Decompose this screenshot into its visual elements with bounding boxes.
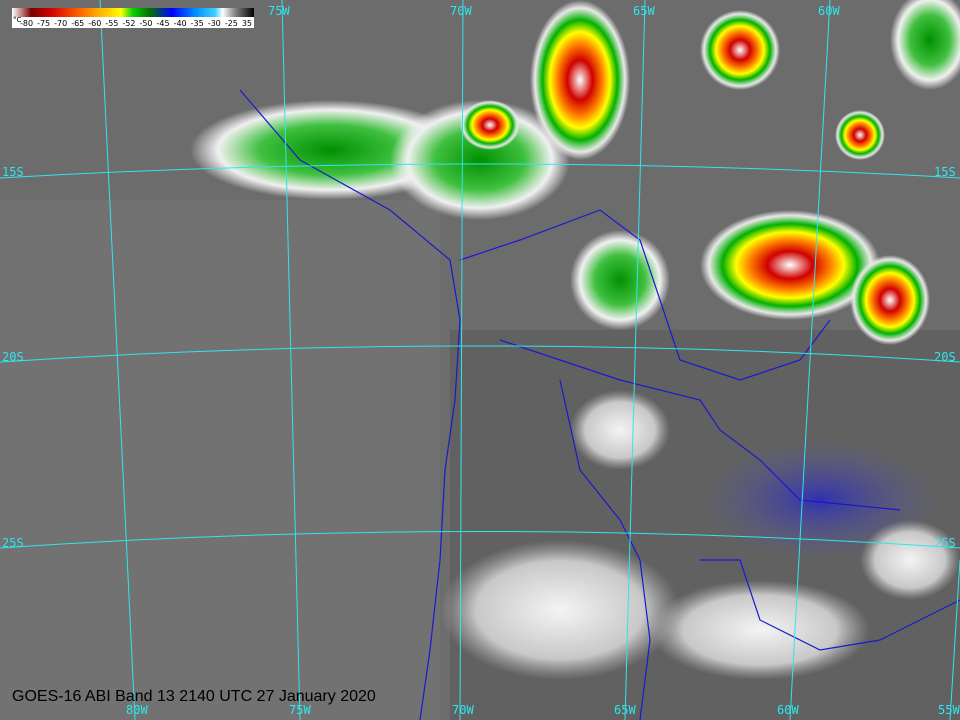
top-label-75w: 75W [268,4,290,18]
grid-labels: 75W 70W 65W 60W 80W 75W 70W 65W 60W 55W … [2,4,960,717]
colorbar-tick: 35 [241,19,252,28]
bottom-label-75w: 75W [289,703,311,717]
colorbar-tick: -70 [54,19,68,28]
left-label-15s: 15S [2,165,24,179]
colorbar-tick: -30 [207,19,221,28]
top-label-65w: 65W [633,4,655,18]
left-label-25s: 25S [2,536,24,550]
colorbar-tick: -80 [20,19,34,28]
colorbar-tick: -60 [88,19,102,28]
left-label-20s: 20S [2,350,24,364]
colorbar-gradient [12,8,254,17]
colorbar-tick: -25 [224,19,238,28]
colorbar-tick: -35 [190,19,204,28]
image-caption: GOES-16 ABI Band 13 2140 UTC 27 January … [12,688,376,705]
right-label-20s: 20S [934,350,956,364]
colorbar-tick: -65 [71,19,85,28]
colorbar-tick: -45 [156,19,170,28]
right-label-15s: 15S [934,165,956,179]
colorbar-tick: -40 [173,19,187,28]
right-label-25s: 25S [934,536,956,550]
colorbar-tick: -55 [105,19,119,28]
bottom-label-80w: 80W [126,703,148,717]
cloud-layer [190,0,960,680]
bottom-label-55w: 55W [938,703,960,717]
top-label-60w: 60W [818,4,840,18]
colorbar-tick: -75 [37,19,51,28]
temperature-colorbar: °C -80 -75 -70 -65 -60 -55 -52 -50 -45 -40 -35 -30-… [12,8,254,28]
colorbar-unit: °C [13,16,22,24]
bottom-label-65w: 65W [614,703,636,717]
colorbar-tick: -52 [122,19,136,28]
bottom-label-60w: 60W [777,703,799,717]
top-label-70w: 70W [450,4,472,18]
colorbar-tick: -50 [139,19,153,28]
bottom-label-70w: 70W [452,703,474,717]
political-borders [239,89,960,720]
ocean-region [0,200,440,720]
colorbar-ticks: -80 -75 -70 -65 -60 -55 -52 -50 -45 -40 -35 -30 -25 3… [20,19,252,28]
